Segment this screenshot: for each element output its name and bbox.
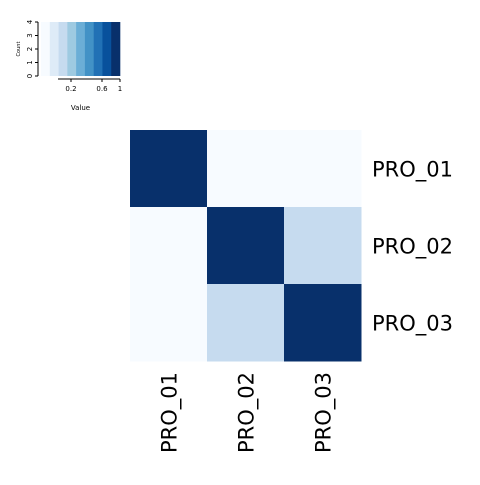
heatmap-cell-PRO_02-PRO_01 [130, 207, 208, 285]
color-key-y-tick-label: 1 [26, 60, 34, 64]
color-key-swatch [76, 22, 86, 76]
color-key-swatch [84, 22, 94, 76]
color-key-swatch [41, 22, 51, 76]
color-key-swatch [58, 22, 68, 76]
column-label: PRO_01 [158, 372, 183, 453]
color-key-x-tick-label: 0.2 [65, 85, 76, 93]
heatmap-cell-PRO_01-PRO_03 [284, 130, 362, 208]
row-labels: PRO_01 PRO_02 PRO_03 [372, 158, 453, 337]
row-label: PRO_03 [372, 312, 453, 337]
color-key-y-label: Count [16, 42, 22, 57]
color-key-y-tick-label: 2 [26, 47, 34, 51]
color-key-swatch [49, 22, 59, 76]
heatmap-cell-PRO_03-PRO_01 [130, 284, 208, 362]
heatmap-cell-PRO_02-PRO_02 [207, 207, 285, 285]
column-labels: PRO_01 PRO_02 PRO_03 [158, 372, 337, 453]
row-label: PRO_02 [372, 235, 453, 260]
color-key-swatch [102, 22, 112, 76]
heatmap-cell-PRO_03-PRO_03 [284, 284, 362, 362]
color-key-y-tick-label: 4 [26, 19, 34, 24]
color-key-y-tick-label: 3 [26, 33, 34, 37]
column-label: PRO_02 [235, 372, 260, 453]
heatmap-cell-PRO_02-PRO_03 [284, 207, 362, 285]
color-key-x-label: Value [71, 104, 90, 112]
color-key-swatch [93, 22, 103, 76]
heatmap-cells [130, 130, 362, 362]
color-key: 0 1 2 3 4 0.2 0.6 1 Value Count [16, 19, 122, 112]
color-key-y-tick-label: 0 [26, 74, 34, 78]
color-key-swatch [111, 22, 121, 76]
heatmap-cell-PRO_01-PRO_01 [130, 130, 208, 208]
column-label: PRO_03 [312, 372, 337, 453]
color-key-x-tick-label: 0.6 [96, 85, 108, 93]
row-label: PRO_01 [372, 158, 453, 183]
color-key-x-tick-label: 1 [118, 85, 122, 93]
heatmap-cell-PRO_01-PRO_02 [207, 130, 285, 208]
color-key-swatch [67, 22, 77, 76]
heatmap-cell-PRO_03-PRO_02 [207, 284, 285, 362]
